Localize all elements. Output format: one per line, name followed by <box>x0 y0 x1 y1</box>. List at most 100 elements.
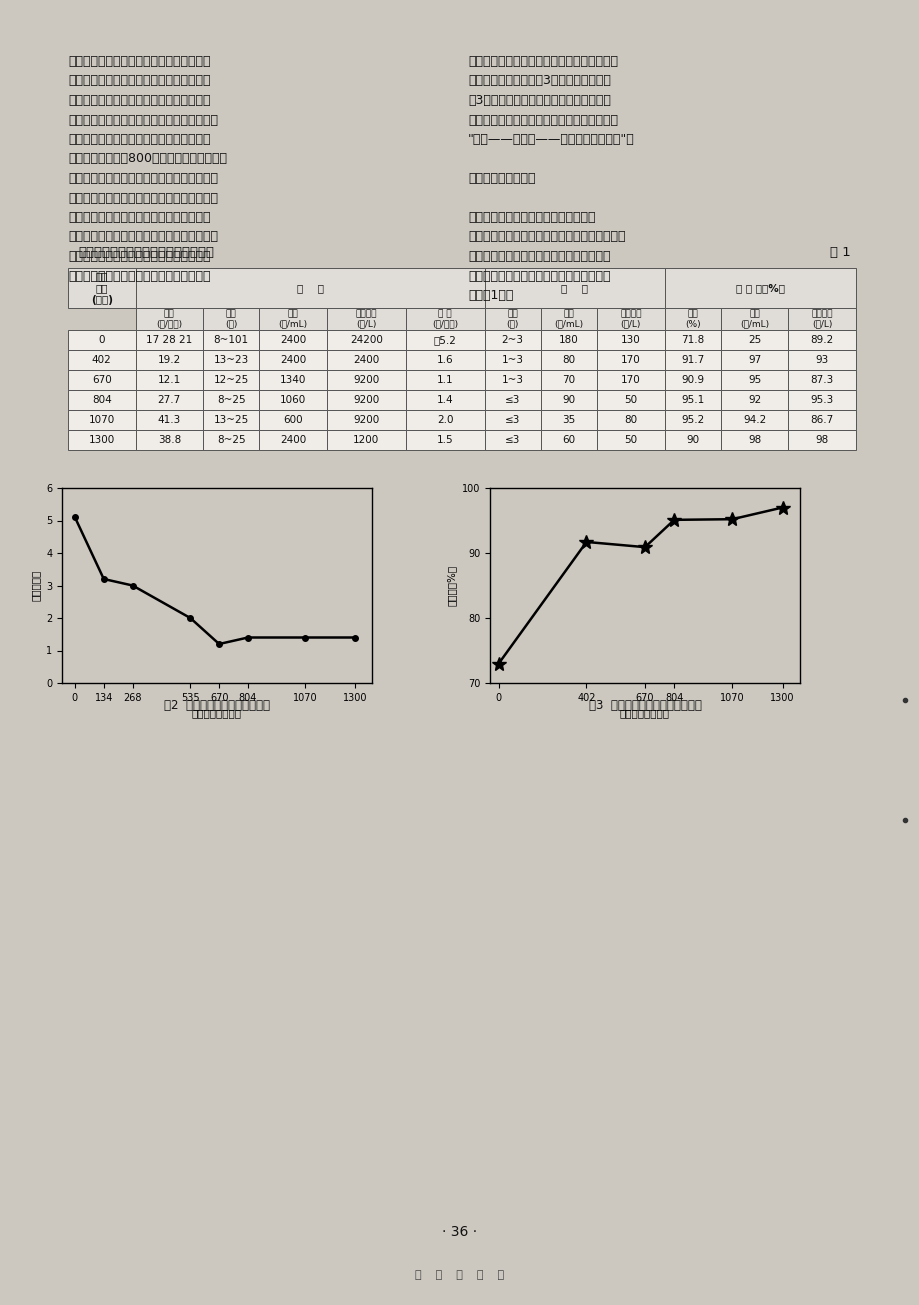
Text: 1~3: 1~3 <box>501 375 523 385</box>
Text: 体相互吸引，增加了磁撞几率。颗粒更加大而: 体相互吸引，增加了磁撞几率。颗粒更加大而 <box>68 172 218 185</box>
Bar <box>259 371 326 390</box>
Text: 大肠杆菌
(个/L): 大肠杆菌 (个/L) <box>619 309 641 329</box>
Text: 90: 90 <box>686 435 698 445</box>
Text: 原水
(个/mL): 原水 (个/mL) <box>278 309 307 329</box>
Bar <box>484 308 540 330</box>
Text: ≤3: ≤3 <box>505 395 520 405</box>
Bar <box>203 330 259 350</box>
Bar <box>259 390 326 410</box>
Text: 一下对水中部分有害物质及藻类的去除情况: 一下对水中部分有害物质及藻类的去除情况 <box>468 270 610 282</box>
Text: ≤3: ≤3 <box>505 415 520 425</box>
Text: 图3  磁场强度去除藻类的关系曲线: 图3 磁场强度去除藻类的关系曲线 <box>588 699 700 713</box>
Text: 90: 90 <box>562 395 575 405</box>
Bar <box>664 431 720 450</box>
Text: 25: 25 <box>747 335 761 345</box>
Text: 1.4: 1.4 <box>437 395 453 405</box>
Bar <box>68 330 135 350</box>
Text: 86.7: 86.7 <box>810 415 833 425</box>
Text: 95.3: 95.3 <box>810 395 833 405</box>
Bar <box>326 350 405 371</box>
Bar <box>135 410 203 431</box>
Text: 成溶液，为防止磁铁粉沉淀在反应罐中用搅: 成溶液，为防止磁铁粉沉淀在反应罐中用搅 <box>68 55 210 68</box>
Bar <box>135 330 203 350</box>
Text: 92: 92 <box>747 395 761 405</box>
Text: 95.2: 95.2 <box>680 415 704 425</box>
Text: 9200: 9200 <box>353 415 379 425</box>
Bar <box>405 330 484 350</box>
Bar <box>596 431 664 450</box>
Bar <box>664 390 720 410</box>
Text: 磁器，磁场强度为800高斯。经预磁后，靠磁: 磁器，磁场强度为800高斯。经预磁后，靠磁 <box>68 153 227 166</box>
Text: 87.3: 87.3 <box>810 375 833 385</box>
Text: 2400: 2400 <box>353 355 379 365</box>
Bar <box>540 308 596 330</box>
Text: 大肠杆菌
(个/L): 大肠杆菌 (个/L) <box>355 309 377 329</box>
Text: 中的浊度、色度、有机物、细菌、大肠杆菌、藻: 中的浊度、色度、有机物、细菌、大肠杆菌、藻 <box>468 231 625 244</box>
Text: 12~25: 12~25 <box>213 375 248 385</box>
Text: 去 除 率（%）: 去 除 率（%） <box>735 283 784 294</box>
Text: 170: 170 <box>620 355 640 365</box>
Text: 磁场
强度
(高斯): 磁场 强度 (高斯) <box>91 271 113 304</box>
Text: 2400: 2400 <box>279 435 306 445</box>
Text: 95: 95 <box>747 375 761 385</box>
Text: 1060: 1060 <box>279 395 306 405</box>
Bar <box>68 268 135 308</box>
Bar <box>596 371 664 390</box>
Bar <box>788 390 855 410</box>
Text: 35: 35 <box>562 415 575 425</box>
Bar <box>259 431 326 450</box>
Text: 果滤后的出水浊度超过3度，或者浊度尽管: 果滤后的出水浊度超过3度，或者浊度尽管 <box>468 74 610 87</box>
Text: 浊度
(%): 浊度 (%) <box>685 309 700 329</box>
Text: 8~101: 8~101 <box>213 335 248 345</box>
Bar <box>68 410 135 431</box>
Text: 60: 60 <box>562 435 575 445</box>
Text: 大梯度磁滤器去除藻类的初步实验结果: 大梯度磁滤器去除藻类的初步实验结果 <box>78 247 214 258</box>
Text: 实验中主要进行了大梯度磁滤器去除水: 实验中主要进行了大梯度磁滤器去除水 <box>468 211 595 224</box>
Bar <box>540 330 596 350</box>
Text: 71.8: 71.8 <box>680 335 704 345</box>
Bar <box>596 330 664 350</box>
Text: 拌器搅拌，流量的大小在进人反应器前用流: 拌器搅拌，流量的大小在进人反应器前用流 <box>68 74 210 87</box>
Text: 下5.2: 下5.2 <box>433 335 456 345</box>
Bar <box>68 390 135 410</box>
Bar <box>203 410 259 431</box>
Text: 12.1: 12.1 <box>157 375 181 385</box>
Text: 50: 50 <box>624 395 637 405</box>
Bar <box>484 390 540 410</box>
Text: 89.2: 89.2 <box>810 335 833 345</box>
Bar <box>203 371 259 390</box>
Bar <box>788 410 855 431</box>
Text: 色度
(个/mL): 色度 (个/mL) <box>739 309 768 329</box>
Text: 类等均取得了较理想的效果，这里主要介绍: 类等均取得了较理想的效果，这里主要介绍 <box>468 251 610 264</box>
Text: 度磁滤器。在实验过程中以磁滤器出水浊度: 度磁滤器。在实验过程中以磁滤器出水浊度 <box>68 270 210 282</box>
Bar <box>596 390 664 410</box>
Text: · 36 ·: · 36 · <box>442 1225 477 1238</box>
Bar <box>540 431 596 450</box>
Bar <box>720 390 788 410</box>
Text: 27.7: 27.7 <box>157 395 181 405</box>
Text: 130: 130 <box>620 335 640 345</box>
Bar <box>326 410 405 431</box>
Bar <box>405 390 484 410</box>
Text: 二、实验结果及分析: 二、实验结果及分析 <box>468 172 535 185</box>
Bar <box>664 410 720 431</box>
Bar <box>405 308 484 330</box>
Bar <box>68 350 135 371</box>
Text: （见表1）。: （见表1）。 <box>468 288 513 301</box>
Text: 80: 80 <box>562 355 575 365</box>
Bar <box>720 308 788 330</box>
Text: 13~23: 13~23 <box>213 355 248 365</box>
Bar <box>596 350 664 371</box>
Text: 94.2: 94.2 <box>743 415 766 425</box>
Bar <box>203 350 259 371</box>
Text: 2400: 2400 <box>279 355 306 365</box>
Bar <box>259 308 326 330</box>
Bar <box>135 308 203 330</box>
Y-axis label: 浊度（度）: 浊度（度） <box>30 570 40 602</box>
Bar <box>540 350 596 371</box>
X-axis label: 磁场强度（高斯）: 磁场强度（高斯） <box>619 709 669 718</box>
Text: "气冲——气水冲——水漂洗的冲洗方式"。: "气冲——气水冲——水漂洗的冲洗方式"。 <box>468 133 634 146</box>
Text: 41.3: 41.3 <box>157 415 181 425</box>
Text: 90.9: 90.9 <box>680 375 704 385</box>
Bar <box>720 350 788 371</box>
